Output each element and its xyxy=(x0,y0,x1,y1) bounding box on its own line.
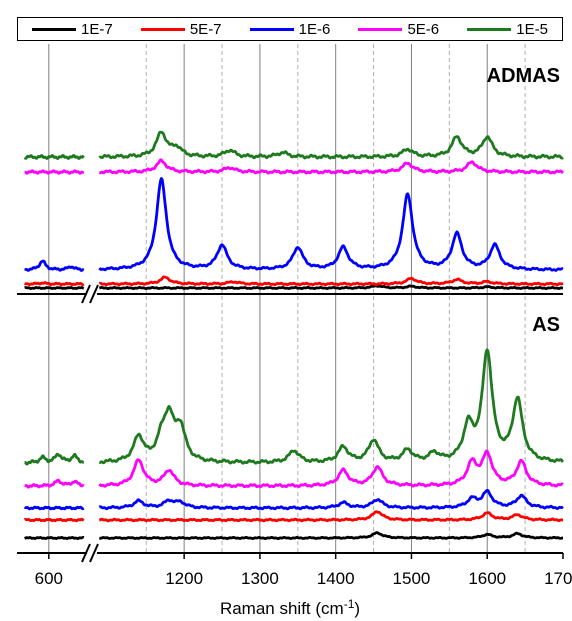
legend-item-5e-6: 5E-6 xyxy=(358,21,439,38)
axis-break-mark xyxy=(81,543,91,563)
series-line-as-1e-5 xyxy=(23,452,85,466)
spectra-series xyxy=(23,130,564,540)
x-tick-label: 1200 xyxy=(165,569,203,588)
series-line-as-5e-7 xyxy=(98,510,564,523)
series-line-as-1e-7 xyxy=(98,531,564,540)
series-line-as-5e-6 xyxy=(23,478,85,489)
axis-break-mark xyxy=(89,543,99,563)
series-line-admas-5e-7 xyxy=(23,281,85,287)
legend: 1E-7 5E-7 1E-6 5E-6 1E-5 xyxy=(17,17,563,41)
x-tick-label: 1400 xyxy=(317,569,355,588)
x-tick-label: 600 xyxy=(35,569,63,588)
series-line-admas-5e-6 xyxy=(23,169,85,175)
axis-break-mark xyxy=(81,284,91,304)
series-line-admas-1e-6 xyxy=(98,177,564,272)
legend-swatch xyxy=(249,27,294,31)
series-line-admas-1e-7 xyxy=(98,284,564,290)
legend-swatch xyxy=(32,27,77,31)
x-tick-label: 1500 xyxy=(393,569,431,588)
series-line-admas-5e-6 xyxy=(98,158,564,175)
series-line-admas-1e-5 xyxy=(98,130,564,160)
x-axis-title: Raman shift (cm-1) xyxy=(220,597,360,618)
legend-item-5e-7: 5E-7 xyxy=(140,20,222,38)
x-axis-title-sup: -1 xyxy=(344,597,355,611)
series-line-as-1e-5 xyxy=(98,348,564,465)
series-line-as-1e-7 xyxy=(23,536,85,540)
series-line-as-5e-6 xyxy=(98,449,564,489)
axis-frame xyxy=(17,284,564,563)
series-line-as-5e-7 xyxy=(23,517,85,523)
legend-label: 1E-6 xyxy=(298,20,331,38)
legend-label: 1E-7 xyxy=(81,20,113,38)
series-line-admas-1e-5 xyxy=(23,154,85,160)
x-axis-title-main: Raman shift (cm xyxy=(220,599,344,618)
legend-swatch xyxy=(140,27,185,31)
legend-item-1e-7: 1E-7 xyxy=(32,21,113,38)
x-tick-label: 1700 xyxy=(544,569,572,588)
legend-item-1e-5: 1E-5 xyxy=(467,21,548,38)
gridlines xyxy=(48,44,526,553)
panel-label-as: AS xyxy=(532,314,560,336)
x-tick-label: 1300 xyxy=(241,569,279,588)
legend-swatch xyxy=(467,27,512,31)
axis-break-mark xyxy=(89,284,99,304)
x-tick-labels: 600 1200 1300 1400 1500 1600 1700 xyxy=(35,569,572,588)
series-line-admas-1e-7 xyxy=(23,286,85,290)
series-line-as-1e-6 xyxy=(98,488,564,511)
legend-label: 5E-6 xyxy=(407,20,440,38)
legend-swatch xyxy=(358,27,403,31)
x-tick-label: 1600 xyxy=(468,569,506,588)
series-line-admas-1e-6 xyxy=(23,259,85,272)
panel-label-admas: ADMAS xyxy=(487,65,560,87)
legend-label: 1E-5 xyxy=(516,20,548,38)
legend-label: 5E-7 xyxy=(189,20,222,38)
series-line-as-1e-6 xyxy=(23,505,85,511)
legend-item-1e-6: 1E-6 xyxy=(249,20,331,38)
x-axis-title-tail: ) xyxy=(354,599,360,618)
series-line-admas-5e-7 xyxy=(98,275,564,287)
